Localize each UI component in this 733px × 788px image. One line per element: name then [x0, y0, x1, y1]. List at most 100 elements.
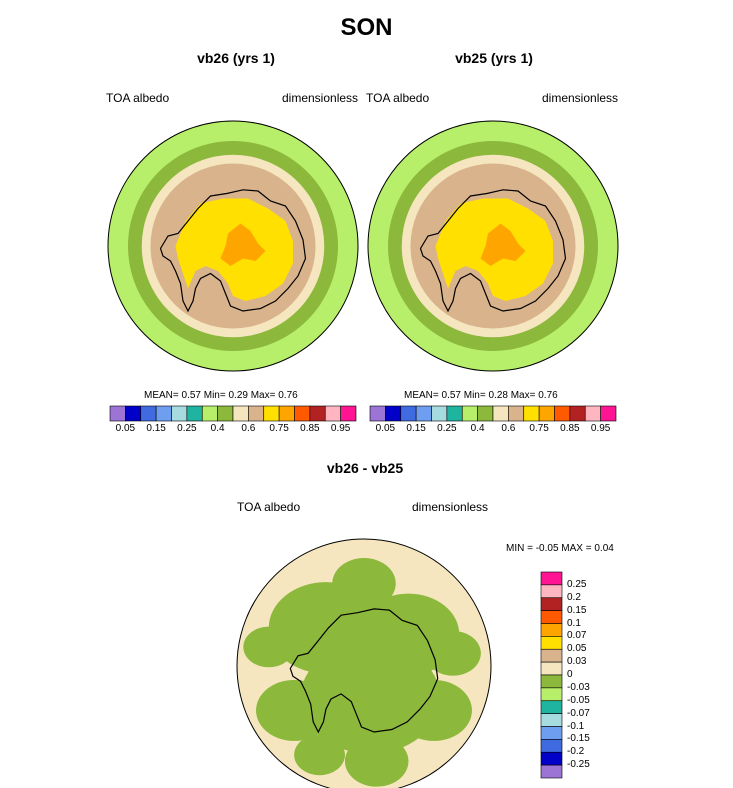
panel1-colorbar-tick-label: 0.4: [210, 423, 225, 434]
panel2-sea-ice-zone: [410, 163, 576, 329]
panel1-colorbar-swatch-5: [186, 405, 203, 422]
diff-colorbar-swatch-5: [540, 636, 563, 650]
panel3-units-label: dimensionless: [412, 500, 489, 514]
diff-region-2: [300, 641, 441, 754]
panel1-colorbar-swatch-13: [309, 405, 326, 422]
panel1-colorbar-tick-label: 0.6: [241, 423, 256, 434]
panel1-sea-ice-edge: [141, 154, 325, 338]
diff-region-5: [332, 558, 396, 609]
panel3-variable-label: TOA albedo: [237, 500, 301, 514]
diff-colorbar-swatch-3: [540, 610, 563, 624]
panel1-plateau-region: [175, 198, 293, 301]
panel2-colorbar-tick-label: 0.15: [406, 423, 426, 434]
panel2-colorbar-swatch-0: [369, 405, 386, 422]
diff-colorbar-tick-label: 0.05: [567, 643, 587, 655]
panel2-sea-ice-edge: [401, 154, 585, 338]
diff-region-7: [424, 630, 481, 676]
panel2-high-albedo-core: [480, 223, 526, 266]
panel1-map-border: [107, 120, 359, 372]
diff-colorbar-swatch-10: [540, 700, 563, 714]
panel1-colorbar-tick-label: 0.15: [146, 423, 166, 434]
figure-title: SON: [340, 14, 393, 41]
diff-colorbar-tick-label: -0.07: [567, 707, 590, 719]
panel1-variable-label: TOA albedo: [106, 91, 170, 105]
panel2-stats: MEAN= 0.57 Min= 0.28 Max= 0.76: [404, 390, 558, 401]
panel2-colorbar-swatch-8: [492, 405, 509, 422]
panel1-colorbar-swatch-3: [155, 405, 172, 422]
panel1-stats: MEAN= 0.57 Min= 0.29 Max= 0.76: [144, 390, 298, 401]
diff-region-1: [357, 593, 460, 675]
panel2-colorbar-tick-label: 0.6: [501, 423, 516, 434]
diff-colorbar-tick-label: -0.03: [567, 681, 590, 693]
panel2-colorbar-tick-label: 0.95: [590, 423, 611, 434]
panel1-colorbar-swatch-8: [232, 405, 249, 422]
diff-colorbar-tick-label: 0: [567, 669, 573, 680]
panel1-colorbar-swatch-6: [201, 405, 218, 422]
diff-colorbar-tick-label: -0.2: [567, 746, 585, 758]
diff-colorbar-swatch-8: [540, 674, 563, 689]
panel2-colorbar-swatch-14: [584, 405, 601, 422]
diff-colorbar-swatch-4: [540, 623, 563, 637]
panel2-map-border: [367, 120, 619, 372]
panel2-colorbar-swatch-6: [461, 405, 478, 422]
panel2-colorbar-swatch-4: [431, 405, 448, 422]
panel2-outer-ocean-band: [368, 121, 618, 371]
panel1-high-albedo-core: [220, 223, 266, 266]
diff-colorbar-swatch-1: [540, 584, 563, 599]
panel1-colorbar-tick-label: 0.25: [177, 423, 197, 434]
panel2-colorbar-swatch-11: [538, 405, 555, 422]
panel2-coastline: [419, 189, 567, 313]
panel2-plateau-region: [435, 198, 553, 301]
panel1-ocean-ring: [128, 141, 338, 351]
panel1-colorbar-swatch-11: [278, 405, 295, 422]
panel2-colorbar-swatch-3: [415, 405, 432, 422]
panel1-colorbar-swatch-15: [340, 405, 357, 422]
diff-colorbar-tick-label: 0.2: [567, 591, 581, 603]
diff-region-6: [243, 626, 295, 668]
panel2-colorbar-swatch-1: [385, 405, 402, 422]
panel2-colorbar-swatch-7: [477, 405, 494, 422]
diff-colorbar-swatch-12: [540, 726, 563, 740]
panel1-colorbar-swatch-10: [263, 405, 280, 422]
diff-colorbar-tick-label: 0.03: [567, 656, 587, 668]
panel2-variable-label: TOA albedo: [366, 91, 430, 105]
panel2-title: vb25 (yrs 1): [455, 50, 533, 66]
diff-colorbar-tick-label: 0.1: [567, 617, 581, 629]
panel1-colorbar-swatch-14: [324, 405, 341, 422]
panel1-coastline: [159, 189, 307, 313]
panel2-colorbar-tick-label: 0.75: [529, 423, 549, 434]
diff-colorbar-swatch-14: [540, 751, 563, 766]
diff-map-background: [237, 539, 491, 788]
diff-colorbar-tick-label: -0.05: [567, 694, 590, 706]
panel1-colorbar-swatch-0: [109, 405, 126, 422]
panel1-colorbar-swatch-7: [217, 405, 234, 422]
diff-colorbar-swatch-9: [540, 687, 563, 702]
diff-colorbar-swatch-2: [540, 597, 563, 611]
diff-coastline: [289, 608, 439, 734]
diff-colorbar-swatch-7: [540, 661, 563, 676]
panel2-colorbar-swatch-12: [554, 405, 571, 422]
panel1-colorbar-tick-label: 0.75: [269, 423, 289, 434]
panel2-colorbar-swatch-2: [400, 405, 417, 422]
panel1-outer-ocean-band: [108, 121, 358, 371]
panel2-colorbar-swatch-15: [600, 405, 617, 422]
panel2-colorbar-tick-label: 0.85: [560, 423, 580, 434]
diff-region-4: [395, 679, 472, 741]
diff-colorbar-swatch-6: [540, 648, 563, 663]
panel1-colorbar-swatch-2: [140, 405, 157, 422]
panel2-ocean-ring: [388, 141, 598, 351]
diff-colorbar-tick-label: -0.15: [567, 733, 590, 745]
panel2-colorbar-swatch-10: [523, 405, 540, 422]
diff-map-border: [236, 538, 492, 788]
panel1-colorbar-swatch-12: [294, 405, 311, 422]
diff-region-0: [268, 582, 384, 674]
panel1-colorbar-swatch-4: [171, 405, 188, 422]
diff-region-8: [344, 735, 409, 787]
diff-colorbar-tick-label: 0.15: [567, 604, 587, 616]
